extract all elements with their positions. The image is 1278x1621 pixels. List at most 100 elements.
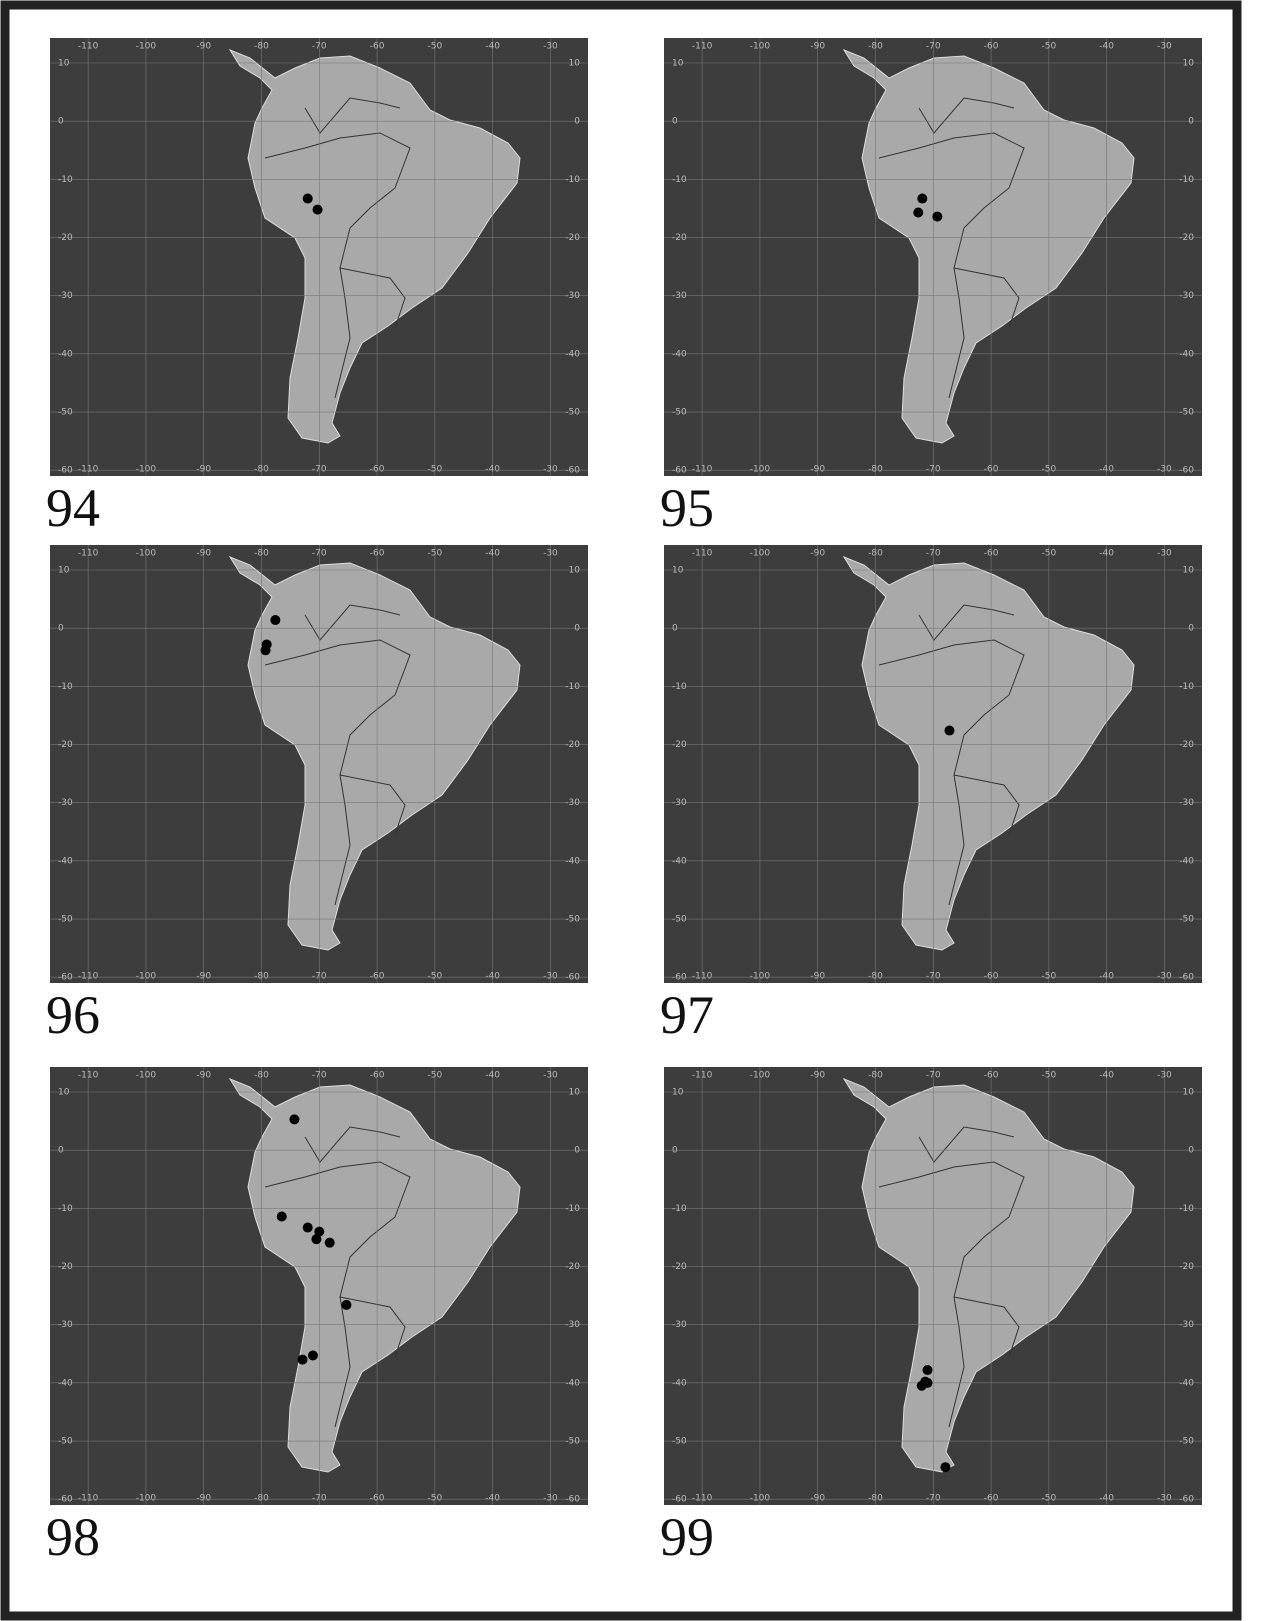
y-tick-label: -20	[58, 233, 73, 243]
x-tick-label: -80	[868, 42, 883, 52]
x-tick-label: -110	[692, 549, 713, 559]
occurrence-point	[313, 205, 323, 215]
x-tick-label: -30	[543, 1071, 558, 1081]
x-tick-label: -90	[196, 549, 211, 559]
y-tick-label: 0	[672, 117, 678, 127]
x-tick-label: -90	[196, 972, 211, 982]
y-tick-label: -50	[58, 1437, 73, 1447]
y-tick-label: -60	[672, 466, 687, 476]
y-tick-label: -50	[565, 408, 580, 418]
y-tick-label: -30	[565, 291, 580, 301]
y-tick-label: -30	[672, 798, 687, 808]
x-tick-label: -100	[750, 1071, 771, 1081]
x-tick-label: -30	[1157, 465, 1172, 475]
y-tick-label: -10	[1179, 175, 1194, 185]
x-tick-label: -90	[196, 1494, 211, 1504]
x-tick-label: -60	[984, 972, 999, 982]
x-tick-label: -70	[312, 465, 327, 475]
y-tick-label: -40	[58, 1378, 73, 1388]
y-tick-label: -40	[672, 856, 687, 866]
x-tick-label: -40	[1099, 549, 1114, 559]
x-tick-label: -50	[1042, 972, 1057, 982]
x-tick-label: -30	[1157, 972, 1172, 982]
x-tick-label: -30	[1157, 1494, 1172, 1504]
x-tick-label: -100	[750, 549, 771, 559]
x-tick-label: -100	[750, 42, 771, 52]
x-tick-label: -80	[254, 1494, 269, 1504]
y-tick-label: -50	[1179, 1437, 1194, 1447]
x-tick-label: -60	[984, 549, 999, 559]
y-tick-label: -20	[565, 1262, 580, 1272]
x-tick-label: -110	[692, 1071, 713, 1081]
y-tick-label: -50	[565, 915, 580, 925]
x-tick-label: -70	[926, 42, 941, 52]
panel-label: 98	[46, 1507, 100, 1567]
x-tick-label: -40	[485, 465, 500, 475]
y-tick-label: -50	[58, 408, 73, 418]
x-tick-label: -40	[1099, 1071, 1114, 1081]
x-tick-label: -30	[1157, 1071, 1172, 1081]
x-tick-label: -90	[196, 465, 211, 475]
occurrence-point	[917, 194, 927, 204]
y-tick-label: -10	[58, 682, 73, 692]
y-tick-label: -30	[672, 291, 687, 301]
panel-label: 96	[46, 985, 100, 1045]
x-tick-label: -110	[78, 465, 99, 475]
x-tick-label: -100	[136, 1494, 157, 1504]
x-tick-label: -90	[810, 465, 825, 475]
x-tick-label: -70	[926, 1494, 941, 1504]
x-tick-label: -80	[254, 549, 269, 559]
y-tick-label: -30	[1179, 291, 1194, 301]
map-panel: -110-110-100-100-90-90-80-80-70-70-60-60…	[50, 545, 588, 983]
y-tick-label: -40	[1179, 1378, 1194, 1388]
x-tick-label: -30	[543, 549, 558, 559]
x-tick-label: -90	[196, 1071, 211, 1081]
x-tick-label: -70	[926, 972, 941, 982]
y-tick-label: 10	[1183, 59, 1195, 69]
y-tick-label: -30	[565, 1320, 580, 1330]
y-tick-label: -20	[1179, 740, 1194, 750]
occurrence-point	[341, 1300, 351, 1310]
y-tick-label: -20	[672, 1262, 687, 1272]
x-tick-label: -110	[692, 42, 713, 52]
y-tick-label: -60	[58, 1495, 73, 1505]
x-tick-label: -110	[692, 465, 713, 475]
map-panel: -110-110-100-100-90-90-80-80-70-70-60-60…	[664, 545, 1202, 983]
x-tick-label: -110	[78, 1494, 99, 1504]
x-tick-label: -50	[428, 42, 443, 52]
x-tick-label: -50	[1042, 1071, 1057, 1081]
y-tick-label: -50	[672, 915, 687, 925]
x-tick-label: -80	[254, 465, 269, 475]
y-tick-label: -20	[565, 740, 580, 750]
y-tick-label: -20	[58, 740, 73, 750]
y-tick-label: 0	[672, 624, 678, 634]
x-tick-label: -40	[485, 1494, 500, 1504]
y-tick-label: -40	[1179, 349, 1194, 359]
occurrence-point	[270, 615, 280, 625]
x-tick-label: -60	[984, 42, 999, 52]
y-tick-label: -60	[565, 973, 580, 983]
x-tick-label: -50	[1042, 42, 1057, 52]
y-tick-label: 0	[574, 117, 580, 127]
y-tick-label: -10	[672, 1204, 687, 1214]
x-tick-label: -40	[1099, 42, 1114, 52]
occurrence-point	[932, 212, 942, 222]
y-tick-label: -10	[565, 1204, 580, 1214]
y-tick-label: -10	[565, 175, 580, 185]
page: {"map": {"xlim": [-116.6, -23.5], "ylim"…	[0, 0, 1278, 1621]
y-tick-label: -40	[565, 1378, 580, 1388]
y-tick-label: -20	[672, 233, 687, 243]
y-tick-label: -40	[1179, 856, 1194, 866]
y-tick-label: -50	[672, 1437, 687, 1447]
x-tick-label: -60	[370, 972, 385, 982]
x-tick-label: -110	[78, 42, 99, 52]
x-tick-label: -100	[136, 549, 157, 559]
y-tick-label: -40	[58, 856, 73, 866]
x-tick-label: -70	[312, 1494, 327, 1504]
y-tick-label: 10	[1183, 1088, 1195, 1098]
x-tick-label: -110	[692, 972, 713, 982]
x-tick-label: -60	[370, 549, 385, 559]
y-tick-label: 10	[672, 59, 684, 69]
y-tick-label: -20	[1179, 1262, 1194, 1272]
x-tick-label: -100	[136, 42, 157, 52]
